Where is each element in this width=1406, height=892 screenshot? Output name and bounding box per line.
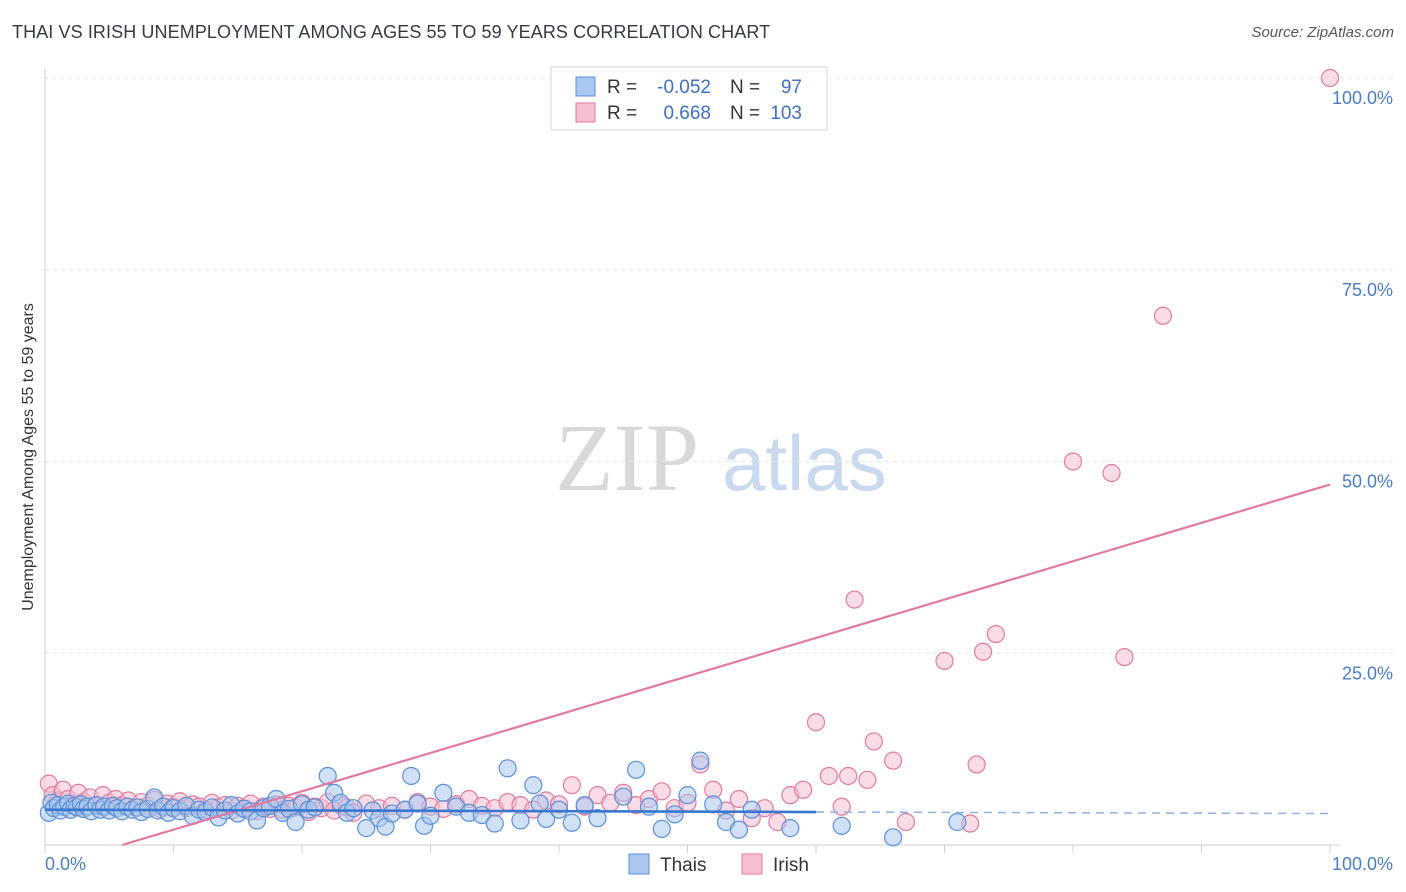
bottom-legend-swatch-irish — [741, 853, 763, 875]
legend-n-label-thai: N = — [730, 77, 760, 98]
y-axis-label: Unemployment Among Ages 55 to 59 years — [20, 303, 37, 611]
irish-point — [1063, 452, 1083, 471]
irish-point — [794, 780, 813, 799]
x-ticks — [44, 845, 1331, 853]
thai-point — [357, 819, 376, 838]
thai-point — [781, 819, 800, 838]
irish-point — [1115, 647, 1134, 667]
thai-point — [691, 751, 710, 770]
legend-n-label-irish: N = — [730, 103, 760, 124]
irish-point — [883, 751, 903, 770]
legend-swatch-thai — [575, 76, 596, 97]
irish-point — [1102, 463, 1121, 483]
thai-point — [498, 759, 517, 778]
irish-point — [858, 770, 877, 789]
irish-point — [973, 642, 993, 661]
thai-point — [614, 787, 633, 806]
thai-point — [530, 794, 549, 813]
thai-point — [485, 814, 504, 833]
y-tick-label-75: 75.0% — [1342, 280, 1393, 300]
thai-point — [729, 820, 749, 839]
thai-point — [434, 783, 453, 802]
bottom-legend-irish: Irish — [773, 855, 809, 876]
irish-point — [935, 651, 954, 671]
thai-point — [286, 812, 305, 832]
legend-r-label-irish: R = — [607, 103, 637, 124]
thai-point — [626, 760, 646, 779]
thai-trend-line-extension — [815, 811, 1331, 815]
irish-point — [839, 766, 858, 786]
legend-n-value-thai: 97 — [781, 77, 802, 98]
y-tick-label-100: 100.0% — [1332, 88, 1393, 108]
trend-lines — [44, 483, 1331, 847]
bottom-legend-swatch-thai — [628, 853, 650, 875]
watermark-atlas: atlas — [722, 419, 887, 507]
x-tick-label-min: 0.0% — [45, 854, 86, 874]
legend-r-value-irish: 0.668 — [663, 103, 711, 124]
thai-point — [678, 786, 697, 805]
correlation-legend: R = -0.052 N = 97 R = 0.668 N = 103 — [550, 66, 828, 131]
series-legend: Thais Irish — [628, 853, 809, 876]
irish-point — [562, 776, 581, 795]
thai-point — [948, 812, 967, 832]
legend-swatch-irish — [575, 102, 596, 123]
source-label: Source: ZipAtlas.com — [1251, 24, 1394, 41]
y-tick-label-25: 25.0% — [1342, 663, 1393, 683]
thai-point — [704, 795, 723, 814]
bottom-legend-thai: Thais — [660, 855, 706, 876]
irish-point — [832, 797, 851, 816]
irish-point — [1153, 306, 1173, 325]
irish-point — [806, 713, 826, 732]
thai-point — [305, 798, 324, 817]
thai-point — [549, 800, 569, 819]
irish-point — [652, 782, 671, 801]
irish-trend-line — [121, 483, 1331, 847]
chart-title: THAI VS IRISH UNEMPLOYMENT AMONG AGES 55… — [12, 22, 771, 42]
legend-r-value-thai: -0.052 — [657, 77, 711, 98]
thai-point — [524, 776, 543, 795]
thai-point — [562, 813, 581, 832]
irish-point — [729, 789, 749, 809]
irish-point — [819, 766, 838, 786]
thai-point — [511, 811, 530, 830]
irish-point — [986, 624, 1006, 644]
irish-point — [864, 732, 883, 751]
legend-n-value-irish: 103 — [770, 103, 802, 124]
irish-point — [1320, 68, 1340, 88]
thai-point — [344, 799, 363, 818]
x-tick-label-max: 100.0% — [1332, 854, 1393, 874]
grid — [45, 77, 1395, 654]
irish-point — [896, 812, 916, 832]
thai-point — [742, 800, 761, 819]
legend-r-label-thai: R = — [607, 77, 637, 98]
irish-point — [967, 755, 986, 774]
y-tick-labels: 25.0% 50.0% 75.0% 100.0% — [1332, 88, 1393, 683]
thai-point — [402, 766, 421, 786]
thai-point — [652, 819, 671, 838]
thai-point — [883, 828, 903, 847]
watermark-zip: ZIP — [555, 404, 699, 511]
thai-point — [832, 816, 851, 835]
thai-trend-line — [44, 808, 817, 814]
thai-point — [665, 805, 684, 824]
irish-point — [845, 590, 864, 609]
thai-point — [588, 809, 607, 828]
legend-box — [550, 66, 828, 131]
thai-point — [575, 796, 594, 815]
y-tick-label-50: 50.0% — [1342, 472, 1393, 492]
